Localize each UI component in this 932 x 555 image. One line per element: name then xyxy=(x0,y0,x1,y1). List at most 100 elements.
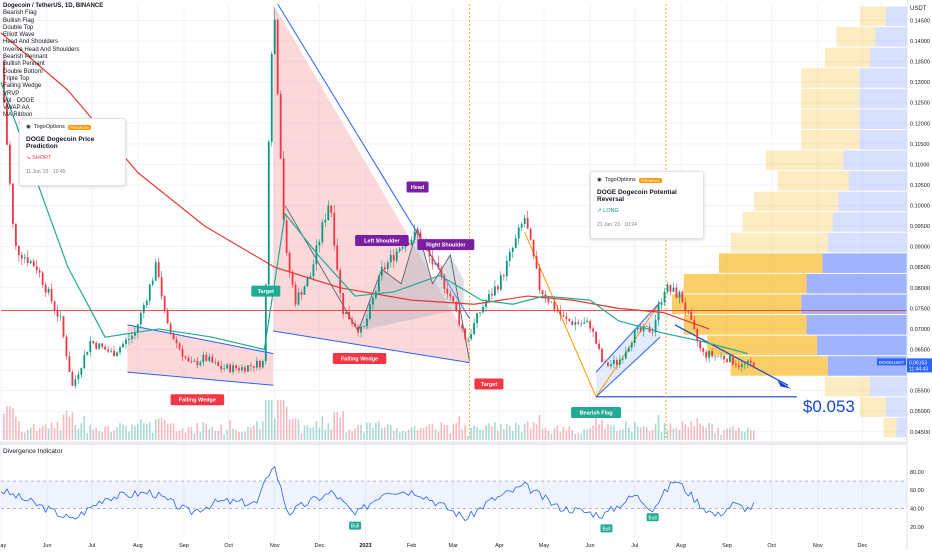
candle-body[interactable] xyxy=(98,343,101,349)
candle-body[interactable] xyxy=(273,19,276,55)
candle-body[interactable] xyxy=(261,361,264,368)
candle-body[interactable] xyxy=(473,323,475,335)
candle-body[interactable] xyxy=(708,351,711,358)
candle-body[interactable] xyxy=(690,311,693,320)
candle-body[interactable] xyxy=(726,359,728,363)
candle-body[interactable] xyxy=(562,315,565,317)
candle-body[interactable] xyxy=(330,205,333,213)
indicator-item[interactable]: Vol · DOGE xyxy=(3,97,35,104)
candle-body[interactable] xyxy=(639,327,642,332)
candle-body[interactable] xyxy=(104,346,107,350)
candle-body[interactable] xyxy=(92,340,95,343)
indicator-item[interactable]: Bearish Pennant xyxy=(3,54,48,61)
candle-body[interactable] xyxy=(223,368,226,370)
candle-body[interactable] xyxy=(482,306,484,313)
candle-body[interactable] xyxy=(461,324,464,329)
candle-body[interactable] xyxy=(178,343,181,349)
candle-body[interactable] xyxy=(517,227,520,239)
candle-body[interactable] xyxy=(270,54,273,142)
candle-body[interactable] xyxy=(455,301,458,311)
candle-body[interactable] xyxy=(678,291,681,298)
candle-body[interactable] xyxy=(258,360,261,368)
candle-body[interactable] xyxy=(446,288,449,294)
candle-body[interactable] xyxy=(598,343,600,349)
candle-body[interactable] xyxy=(205,354,208,361)
candle-body[interactable] xyxy=(699,341,702,349)
candle-body[interactable] xyxy=(193,360,196,362)
candle-body[interactable] xyxy=(95,342,98,349)
candle-body[interactable] xyxy=(187,357,190,362)
candle-body[interactable] xyxy=(113,350,115,357)
candle-body[interactable] xyxy=(3,61,5,103)
candle-body[interactable] xyxy=(23,257,26,259)
candle-body[interactable] xyxy=(220,366,223,370)
candle-body[interactable] xyxy=(583,322,586,324)
candle-body[interactable] xyxy=(624,351,627,359)
candle-body[interactable] xyxy=(687,310,690,312)
candle-body[interactable] xyxy=(740,364,743,367)
candle-body[interactable] xyxy=(577,322,580,324)
candle-body[interactable] xyxy=(279,94,282,159)
candle-body[interactable] xyxy=(538,268,541,291)
candle-body[interactable] xyxy=(169,323,172,333)
candles[interactable] xyxy=(3,8,755,389)
candle-body[interactable] xyxy=(627,347,630,352)
candle-body[interactable] xyxy=(214,362,217,363)
candle-body[interactable] xyxy=(154,262,157,281)
candle-body[interactable] xyxy=(235,365,237,369)
candle-body[interactable] xyxy=(128,338,130,340)
candle-body[interactable] xyxy=(511,247,514,252)
candle-body[interactable] xyxy=(711,351,714,357)
candle-body[interactable] xyxy=(160,277,163,297)
candle-body[interactable] xyxy=(309,276,312,278)
candle-body[interactable] xyxy=(595,331,597,344)
candle-body[interactable] xyxy=(306,277,309,287)
candle-body[interactable] xyxy=(532,239,535,257)
candle-body[interactable] xyxy=(702,348,705,352)
candle-body[interactable] xyxy=(520,223,523,228)
candle-body[interactable] xyxy=(642,326,645,332)
indicator-item[interactable]: Bullish Pennant xyxy=(3,61,45,68)
candle-body[interactable] xyxy=(366,318,368,327)
candle-body[interactable] xyxy=(604,361,606,363)
candle-body[interactable] xyxy=(610,364,612,367)
candle-body[interactable] xyxy=(723,355,725,360)
candle-body[interactable] xyxy=(244,367,246,372)
candle-body[interactable] xyxy=(666,284,669,292)
candle-body[interactable] xyxy=(613,359,615,365)
candle-body[interactable] xyxy=(267,141,270,285)
candle-body[interactable] xyxy=(315,245,318,265)
candle-body[interactable] xyxy=(523,218,526,224)
candle-body[interactable] xyxy=(65,336,68,357)
candle-body[interactable] xyxy=(300,292,303,295)
candle-body[interactable] xyxy=(71,372,74,386)
candle-body[interactable] xyxy=(369,304,371,319)
candle-body[interactable] xyxy=(199,362,202,366)
candle-body[interactable] xyxy=(720,355,722,357)
candle-body[interactable] xyxy=(89,340,92,352)
candle-body[interactable] xyxy=(737,365,740,367)
candle-body[interactable] xyxy=(372,297,374,305)
indicator-item[interactable]: Triple Top xyxy=(3,75,30,82)
candle-body[interactable] xyxy=(431,256,434,265)
candle-body[interactable] xyxy=(470,334,473,339)
candle-body[interactable] xyxy=(389,254,392,263)
candle-body[interactable] xyxy=(496,286,499,290)
candle-body[interactable] xyxy=(749,360,752,363)
candle-body[interactable] xyxy=(410,239,413,245)
candle-body[interactable] xyxy=(535,256,538,269)
candle-body[interactable] xyxy=(20,254,23,259)
candle-body[interactable] xyxy=(303,286,306,295)
candle-body[interactable] xyxy=(6,102,8,145)
candle-body[interactable] xyxy=(291,272,294,285)
candle-body[interactable] xyxy=(395,251,398,261)
candle-body[interactable] xyxy=(452,296,455,302)
candle-body[interactable] xyxy=(29,261,32,264)
candle-body[interactable] xyxy=(342,292,345,315)
candle-body[interactable] xyxy=(458,310,461,325)
indicator-item[interactable]: Inverse Head And Shoulders xyxy=(3,46,80,53)
candle-body[interactable] xyxy=(693,319,696,329)
candle-body[interactable] xyxy=(476,313,478,324)
candle-body[interactable] xyxy=(333,212,336,246)
candle-body[interactable] xyxy=(110,350,112,352)
